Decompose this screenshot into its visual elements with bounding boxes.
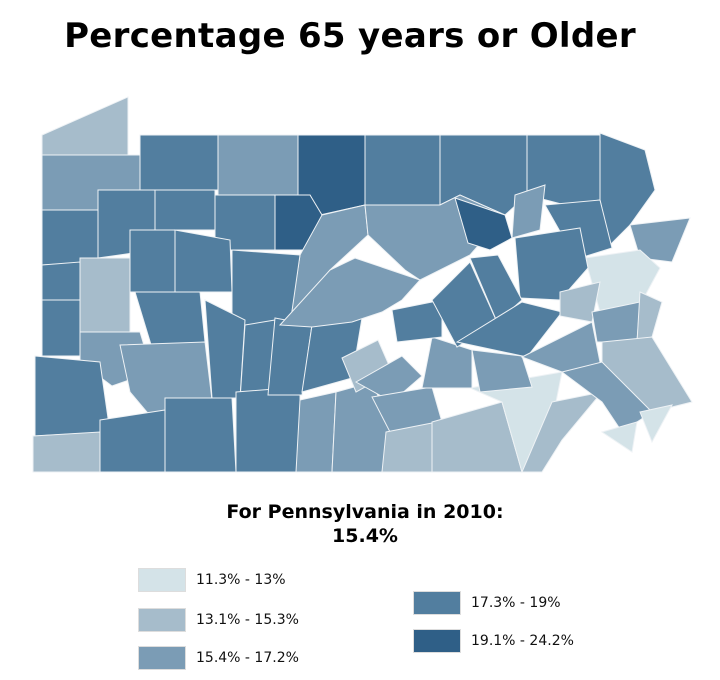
county-region: [41, 299, 81, 357]
pennsylvania-county-map: [32, 96, 693, 474]
legend-swatch: [413, 629, 461, 653]
county-region: [469, 254, 523, 323]
county-region: [636, 291, 663, 343]
county-region: [514, 227, 589, 301]
county-region: [41, 261, 81, 301]
legend-label: 15.4% - 17.2%: [196, 650, 299, 666]
legend-label: 17.3% - 19%: [471, 595, 561, 611]
county-region: [629, 217, 691, 263]
county-region: [174, 229, 233, 293]
legend-item: 13.1% - 15.3%: [138, 608, 299, 632]
legend-swatch: [138, 646, 186, 670]
legend-item: 11.3% - 13%: [138, 568, 286, 592]
county-region: [79, 257, 131, 333]
county-region: [364, 134, 441, 206]
legend-item: 17.3% - 19%: [413, 591, 561, 615]
county-region: [139, 134, 219, 191]
legend-item: 15.4% - 17.2%: [138, 646, 299, 670]
legend-label: 19.1% - 24.2%: [471, 633, 574, 649]
summary-value: 15.4%: [332, 525, 398, 547]
summary-label: For Pennsylvania in 2010:: [226, 501, 504, 523]
county-region: [164, 397, 237, 473]
legend-swatch: [138, 608, 186, 632]
county-region: [34, 355, 111, 437]
county-region: [217, 134, 299, 196]
legend-item: 19.1% - 24.2%: [413, 629, 574, 653]
county-region: [41, 96, 129, 156]
legend-label: 13.1% - 15.3%: [196, 612, 299, 628]
legend-swatch: [413, 591, 461, 615]
county-region: [639, 404, 673, 444]
county-region: [129, 229, 176, 293]
county-region: [471, 349, 533, 393]
county-region: [295, 391, 337, 473]
county-region: [421, 336, 473, 389]
county-region: [134, 291, 206, 349]
county-region: [391, 299, 443, 343]
map-title: Percentage 65 years or Older: [64, 16, 636, 56]
legend-swatch: [138, 568, 186, 592]
county-region: [32, 431, 101, 473]
county-region: [600, 421, 638, 453]
county-region: [41, 209, 99, 266]
state-summary: For Pennsylvania in 2010: 15.4%: [0, 500, 720, 548]
county-region: [511, 184, 546, 239]
county-region: [154, 189, 216, 231]
county-region: [99, 409, 166, 473]
county-region: [454, 197, 513, 251]
county-region: [235, 386, 301, 473]
county-region: [278, 257, 421, 328]
legend-label: 11.3% - 13%: [196, 572, 286, 588]
